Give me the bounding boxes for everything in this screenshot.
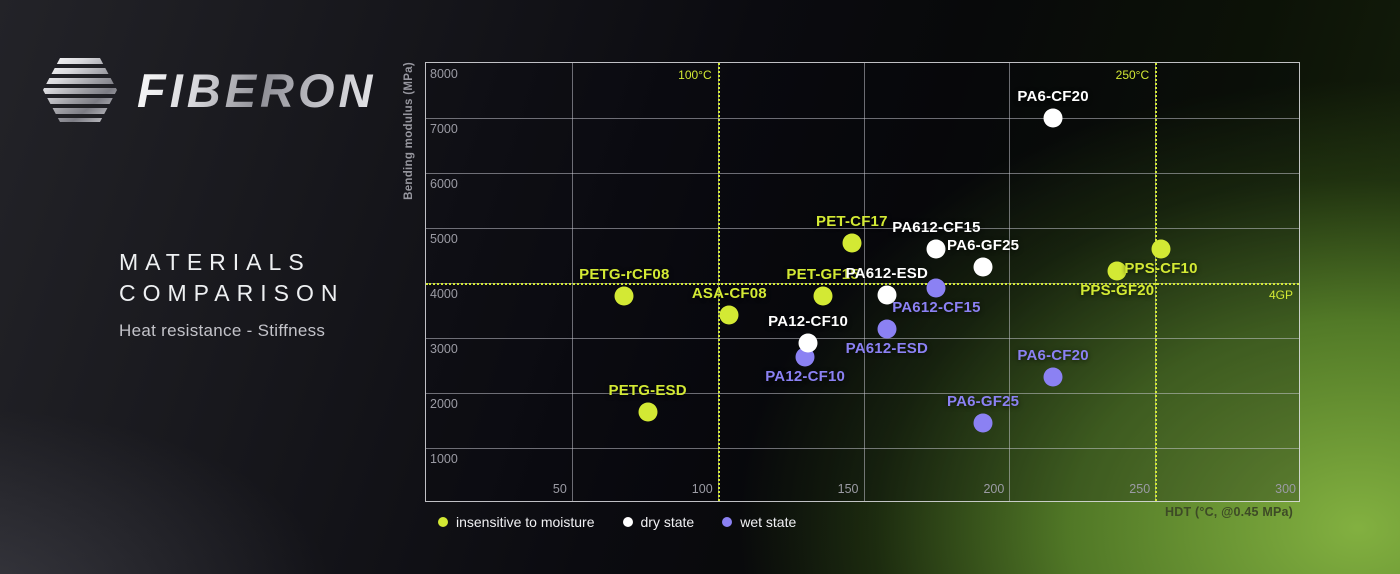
- reference-line-250°C: [1155, 63, 1158, 501]
- data-point-dot: [1107, 261, 1127, 281]
- data-point-label: PA12-CF10: [768, 312, 849, 330]
- gridline-y-6000: [426, 173, 1299, 174]
- reference-line-label: 4GP: [1268, 288, 1293, 302]
- title-block: MATERIALS COMPARISON Heat resistance - S…: [119, 247, 344, 341]
- data-point-dot: [926, 239, 946, 259]
- fiberon-logo-icon: [43, 58, 117, 122]
- x-tick-label: 300: [1275, 482, 1296, 496]
- data-point-dot: [877, 285, 897, 305]
- gridline-y-1000: [426, 448, 1299, 449]
- plot-area: 50 100 150 200 250 300 1000 2000 3000 4000 5000 600…: [426, 63, 1299, 501]
- gridline-x-50: [571, 63, 573, 501]
- x-tick-label: 250: [1129, 482, 1151, 496]
- data-point-dot: [795, 347, 815, 367]
- data-point-dot: [614, 286, 634, 306]
- page-subtitle: Heat resistance - Stiffness: [119, 321, 326, 340]
- legend-label: insensitive to moisture: [456, 514, 595, 530]
- data-point-dot: [842, 233, 862, 253]
- x-tick-label: 100: [691, 482, 713, 496]
- x-tick-label: 200: [983, 482, 1005, 496]
- data-point-dot: [973, 257, 993, 277]
- data-point-label: PET-CF17: [816, 213, 888, 231]
- page-title-line1: MATERIALS: [119, 249, 311, 275]
- y-tick-label: 3000: [430, 342, 458, 356]
- legend: insensitive to moisture dry state wet stat…: [438, 514, 796, 530]
- data-point-dot: [1151, 239, 1171, 259]
- gridline-y-7000: [426, 118, 1299, 119]
- x-axis-title: HDT (°C, @0.45 MPa): [1165, 505, 1293, 519]
- data-point-label: PETG-ESD: [608, 382, 687, 400]
- data-point-label: ASA-CF08: [691, 284, 767, 302]
- data-point-label: PA6-GF25: [946, 237, 1020, 255]
- legend-swatch-icon: [438, 517, 448, 527]
- legend-item: insensitive to moisture: [438, 514, 595, 530]
- gridline-y-5000: [426, 228, 1299, 229]
- data-point-dot: [1043, 367, 1063, 386]
- x-tick-label: 50: [552, 482, 567, 496]
- legend-swatch-icon: [622, 517, 633, 527]
- gridline-y-3000: [426, 338, 1299, 339]
- page-title-line2: COMPARISON: [119, 280, 345, 306]
- data-point-label: PPS-GF20: [1080, 281, 1155, 299]
- reference-line-label: 250°C: [1115, 68, 1150, 82]
- gridline-x-150: [863, 63, 865, 501]
- gridline-y-2000: [426, 393, 1299, 394]
- data-point-dot: [973, 413, 993, 433]
- y-tick-label: 4000: [430, 287, 458, 301]
- data-point-dot: [877, 319, 897, 339]
- data-point-dot: [1043, 108, 1063, 128]
- data-point-dot: [798, 333, 818, 353]
- brand-wordmark: FIBERON: [137, 63, 377, 117]
- legend-label: wet state: [740, 514, 797, 530]
- legend-swatch-icon: [722, 517, 733, 527]
- y-tick-label: 1000: [430, 452, 458, 466]
- scatter-chart: 50 100 150 200 250 300 1000 2000 3000 4000 5000 600…: [425, 62, 1300, 502]
- data-point-label: PA6-GF25: [946, 393, 1020, 411]
- data-point-label: PA12-CF10: [765, 368, 846, 386]
- legend-item: wet state: [722, 514, 796, 530]
- legend-label: dry state: [640, 514, 695, 530]
- data-point-label: PA612-CF15: [892, 298, 981, 316]
- data-point-dot: [813, 286, 833, 306]
- gridline-x-200: [1009, 63, 1011, 501]
- y-tick-label: 7000: [430, 122, 458, 136]
- data-point-label: PA612-ESD: [845, 340, 929, 358]
- y-tick-label: 8000: [430, 67, 458, 81]
- y-tick-label: 6000: [430, 177, 458, 191]
- data-point-label: PET-GF15: [786, 266, 859, 284]
- data-point-dot: [926, 278, 946, 298]
- y-tick-label: 2000: [430, 397, 458, 411]
- data-point-label: PA6-CF20: [1017, 88, 1089, 105]
- data-point-label: PETG-rCF08: [579, 266, 670, 284]
- y-tick-label: 5000: [430, 232, 458, 246]
- legend-item: dry state: [622, 514, 695, 530]
- data-point-label: PPS-CF10: [1124, 259, 1198, 277]
- reference-line-label: 100°C: [678, 68, 712, 82]
- data-point-label: PA612-CF15: [892, 218, 981, 236]
- reference-line-100°C: [717, 63, 720, 501]
- data-point-label: PA612-ESD: [845, 265, 929, 283]
- brand: FIBERON: [43, 58, 377, 122]
- data-point-label: PA6-CF20: [1017, 346, 1089, 364]
- reference-line-4GP: [426, 283, 1299, 285]
- x-tick-label: 150: [837, 482, 859, 496]
- y-axis-title: Bending modulus (MPa): [403, 62, 415, 200]
- page-title: MATERIALS COMPARISON: [119, 247, 344, 309]
- data-point-dot: [719, 305, 739, 325]
- data-point-dot: [638, 402, 658, 422]
